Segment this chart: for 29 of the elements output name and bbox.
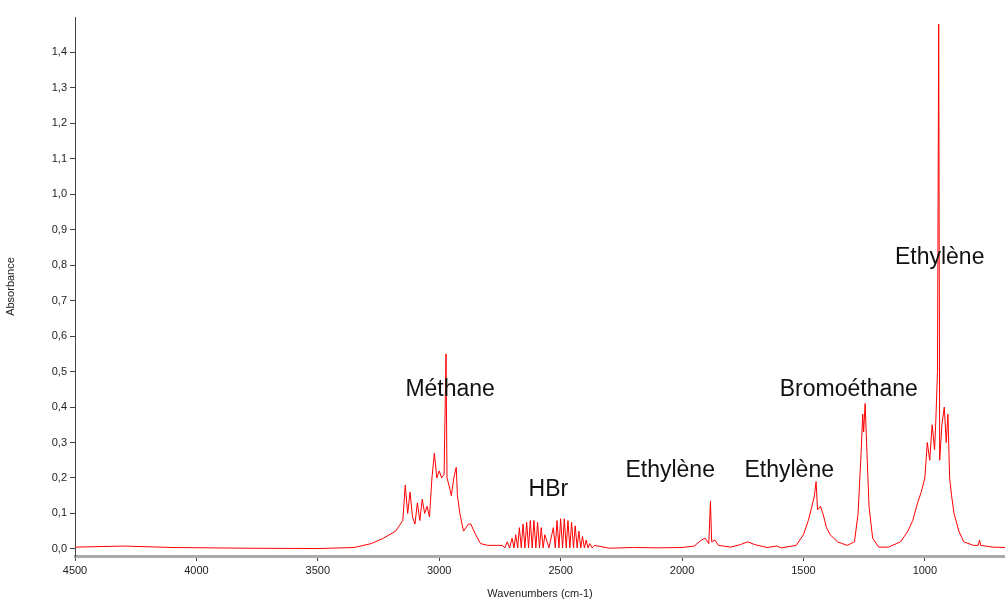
x-axis-title: Wavenumbers (cm-1) — [487, 587, 593, 600]
annotation: Ethylène — [625, 456, 715, 483]
y-tick-label: 1,0 — [51, 187, 67, 200]
y-tick-label: 0,5 — [51, 364, 67, 377]
x-tick-label: 2500 — [548, 563, 573, 576]
y-tick-label: 1,1 — [51, 151, 67, 164]
y-tick-label: 0,2 — [51, 471, 67, 484]
x-tick-label: 1500 — [791, 563, 816, 576]
y-tick-label: 0,7 — [51, 293, 67, 306]
x-tick-label: 4000 — [184, 563, 209, 576]
x-tick-label: 3000 — [426, 563, 452, 576]
annotation: Bromoéthane — [779, 375, 918, 402]
y-axis-title: Absorbance — [3, 257, 16, 316]
annotation: Ethylène — [744, 456, 834, 483]
x-tick-label: 1000 — [912, 563, 938, 576]
y-tick-label: 0,8 — [51, 258, 67, 271]
y-tick-label: 0,1 — [51, 506, 67, 519]
x-tick-label: 4500 — [62, 563, 88, 576]
annotation: HBr — [528, 474, 569, 501]
y-tick-label: 0,0 — [51, 541, 67, 554]
y-tick-label: 0,4 — [51, 400, 67, 413]
y-tick-label: 1,4 — [51, 45, 67, 58]
y-tick-label: 0,6 — [51, 329, 67, 342]
x-tick-label: 3500 — [305, 563, 331, 576]
y-tick-label: 0,3 — [51, 435, 67, 448]
y-tick-label: 1,2 — [51, 116, 67, 129]
y-tick-label: 1,3 — [51, 80, 67, 93]
y-tick-label: 0,9 — [51, 222, 67, 235]
x-tick-label: 2000 — [669, 563, 695, 576]
